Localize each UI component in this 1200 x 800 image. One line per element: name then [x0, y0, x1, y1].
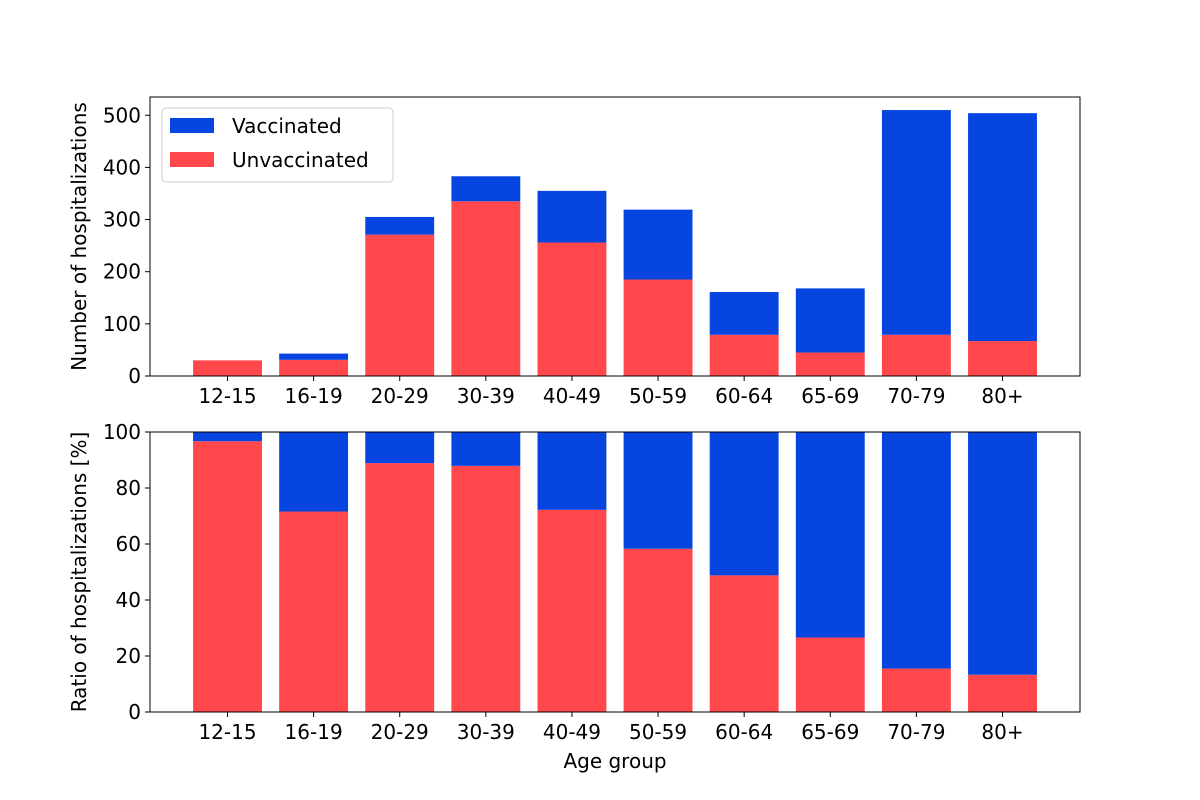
- bar-unvaccinated-60-64: [709, 575, 779, 712]
- y-axis-label: Number of hospitalizations: [67, 102, 91, 371]
- x-tick-label: 60-64: [715, 384, 773, 408]
- x-tick-label: 30-39: [457, 384, 515, 408]
- x-tick-label: 20-29: [371, 384, 429, 408]
- bar-unvaccinated-50-59: [623, 548, 693, 712]
- x-tick-label: 30-39: [457, 720, 515, 744]
- bar-vaccinated-16-19: [279, 353, 349, 360]
- bar-vaccinated-65-69: [795, 432, 865, 638]
- bar-vaccinated-40-49: [537, 190, 607, 243]
- y-tick-label: 60: [116, 532, 141, 556]
- bar-unvaccinated-20-29: [365, 463, 435, 712]
- legend-swatch-vaccinated: [170, 118, 214, 133]
- hospitalizations-ratio-panel: 12-15 16-19 20-29 30-39 40-49 50-59 60-64 65-69…: [67, 420, 1081, 773]
- legend-box: [161, 107, 394, 183]
- x-tick-label: 65-69: [801, 384, 859, 408]
- y-tick-label: 300: [103, 208, 141, 232]
- x-tick-label: 20-29: [371, 720, 429, 744]
- bar-unvaccinated-40-49: [537, 509, 607, 712]
- bar-unvaccinated-80plus: [968, 674, 1037, 712]
- legend-label-vaccinated: Vaccinated: [232, 114, 342, 138]
- bar-unvaccinated-70-79: [881, 334, 951, 376]
- y-tick-label: 0: [128, 700, 141, 724]
- y-tick-label: 400: [103, 155, 141, 179]
- y-tick-label: 80: [116, 476, 141, 500]
- bars-group: [193, 110, 1037, 376]
- x-tick-label: 16-19: [285, 384, 343, 408]
- axes-frame: [149, 431, 1081, 713]
- x-tick-label: 12-15: [198, 720, 256, 744]
- bar-vaccinated-65-69: [795, 288, 865, 353]
- x-tick-label: 70-79: [887, 384, 945, 408]
- x-tick-label: 60-64: [715, 720, 773, 744]
- x-tick-label: 50-59: [629, 720, 687, 744]
- bar-unvaccinated-12-15: [193, 360, 262, 376]
- bar-unvaccinated-65-69: [795, 352, 865, 376]
- legend-swatch-unvaccinated: [170, 152, 214, 167]
- x-tick-label: 12-15: [198, 384, 256, 408]
- y-tick-label: 100: [103, 420, 141, 444]
- legend-label-unvaccinated: Unvaccinated: [232, 148, 369, 172]
- bar-unvaccinated-20-29: [365, 234, 435, 376]
- x-tick-label: 16-19: [285, 720, 343, 744]
- bar-vaccinated-80plus: [968, 113, 1037, 342]
- bar-vaccinated-30-39: [451, 176, 521, 202]
- bar-unvaccinated-30-39: [451, 201, 521, 376]
- bar-vaccinated-12-15: [193, 432, 262, 442]
- bar-unvaccinated-70-79: [881, 668, 951, 712]
- y-tick-label: 0: [128, 364, 141, 388]
- bar-unvaccinated-12-15: [193, 441, 262, 712]
- bar-unvaccinated-50-59: [623, 279, 693, 376]
- legend: Vaccinated Unvaccinated: [161, 107, 394, 183]
- bar-vaccinated-70-79: [881, 110, 951, 335]
- y-tick-label: 20: [116, 644, 141, 668]
- bar-unvaccinated-16-19: [279, 359, 349, 376]
- bar-unvaccinated-30-39: [451, 465, 521, 712]
- bar-vaccinated-50-59: [623, 209, 693, 280]
- bar-vaccinated-20-29: [365, 216, 435, 235]
- y-axis-label: Ratio of hospitalizations [%]: [67, 432, 91, 713]
- bar-unvaccinated-80plus: [968, 341, 1037, 376]
- x-axis-label: Age group: [563, 749, 666, 773]
- x-tick-label: 65-69: [801, 720, 859, 744]
- x-tick-label: 80+: [981, 384, 1023, 408]
- y-tick-label: 500: [103, 103, 141, 127]
- bar-vaccinated-60-64: [709, 292, 779, 335]
- bar-vaccinated-60-64: [709, 432, 779, 576]
- axes-frame: [149, 96, 1081, 377]
- bar-unvaccinated-65-69: [795, 637, 865, 712]
- bar-unvaccinated-40-49: [537, 242, 607, 376]
- bar-vaccinated-80plus: [968, 432, 1037, 675]
- bar-vaccinated-50-59: [623, 432, 693, 549]
- bar-vaccinated-16-19: [279, 432, 349, 512]
- x-tick-label: 40-49: [543, 384, 601, 408]
- y-tick-label: 200: [103, 260, 141, 284]
- bar-vaccinated-30-39: [451, 432, 521, 466]
- bar-unvaccinated-16-19: [279, 511, 349, 712]
- bar-unvaccinated-60-64: [709, 334, 779, 376]
- x-tick-label: 40-49: [543, 720, 601, 744]
- bars-group: [193, 432, 1037, 712]
- bar-vaccinated-70-79: [881, 432, 951, 669]
- x-tick-label: 70-79: [887, 720, 945, 744]
- bar-vaccinated-20-29: [365, 432, 435, 464]
- y-tick-label: 100: [103, 312, 141, 336]
- x-tick-label: 50-59: [629, 384, 687, 408]
- y-tick-label: 40: [116, 588, 141, 612]
- hospitalizations-count-panel: 12-15 16-19 20-29 30-39 40-49 50-59 60-64 65-69…: [67, 96, 1081, 408]
- bar-vaccinated-40-49: [537, 432, 607, 510]
- x-tick-label: 80+: [981, 720, 1023, 744]
